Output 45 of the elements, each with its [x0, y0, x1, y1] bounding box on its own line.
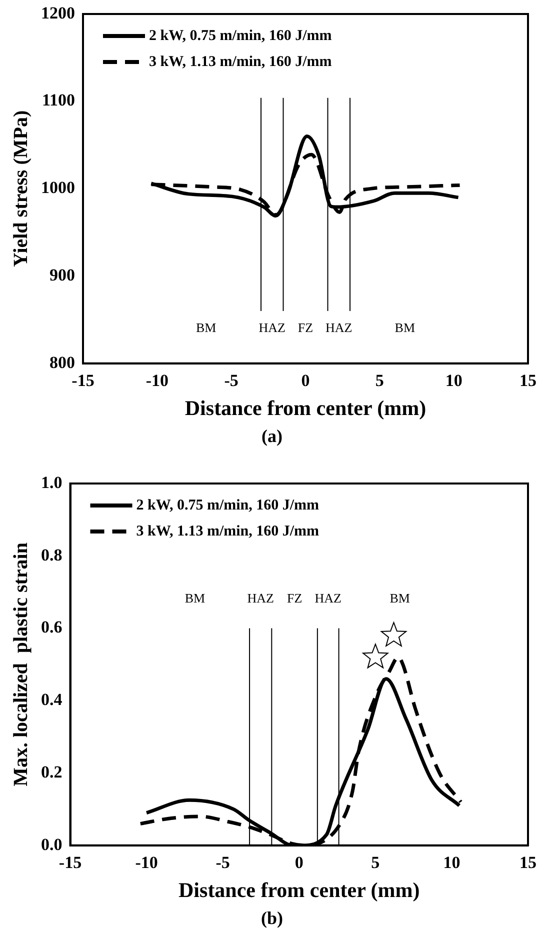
annotation: BM [394, 320, 416, 335]
y-tick-label: 1200 [41, 3, 75, 22]
x-tick-label: 5 [371, 852, 380, 872]
legend-label: 2 kW, 0.75 m/min, 160 J/mm [149, 28, 332, 44]
y-tick-label: 900 [50, 265, 75, 284]
text: (b) [260, 908, 284, 928]
x-tick-label: 0 [301, 370, 310, 390]
x-tick-label: 5 [375, 370, 384, 390]
x-tick-label: -10 [146, 370, 169, 390]
y-tick-label: 0.8 [41, 545, 62, 564]
x-tick-label: -10 [135, 852, 158, 872]
x-tick-label: -15 [58, 852, 82, 872]
x-tick-label: 10 [443, 852, 460, 872]
y-axis-title: Yield stress (MPa) [10, 110, 32, 268]
y-tick-label: 0.2 [41, 762, 62, 782]
annotation: BM [390, 590, 410, 606]
legend-label: 3 kW, 1.13 m/min, 160 J/mm [149, 54, 332, 70]
x-axis-title: Distance from center (mm) [184, 396, 426, 420]
annotation: FZ [298, 320, 314, 335]
x-tick-label: -5 [224, 370, 238, 390]
y-tick-label: 800 [50, 352, 75, 372]
annotation: HAZ [314, 590, 342, 606]
annotation: FZ [286, 590, 302, 606]
x-tick-label: 0 [294, 852, 304, 872]
y-tick-label: 0.0 [41, 834, 62, 854]
annotation: HAZ [326, 320, 352, 335]
x-axis-title: Distance from center (mm) [178, 878, 420, 902]
y-tick-label: 0.4 [41, 690, 63, 710]
legend-label: 3 kW, 1.13 m/min, 160 J/mm [136, 523, 320, 540]
y-axis-title: Max. localized plastic strain [10, 542, 32, 786]
annotation: HAZ [247, 590, 274, 606]
x-tick-label: -15 [72, 370, 94, 390]
x-tick-label: 15 [520, 852, 536, 872]
y-tick-label: 0.6 [41, 618, 62, 637]
y-tick-label: 1000 [41, 178, 75, 198]
annotation: BM [196, 320, 217, 335]
x-tick-label: 15 [520, 370, 536, 390]
x-tick-label: -5 [216, 852, 230, 872]
y-tick-label: 1100 [42, 90, 75, 110]
y-tick-label: 1.0 [41, 472, 62, 492]
annotation: HAZ [258, 320, 286, 335]
text: (a) [260, 426, 284, 446]
annotation: BM [184, 590, 206, 606]
x-tick-label: 10 [445, 370, 462, 390]
legend-label: 2 kW, 0.75 m/min, 160 J/mm [136, 497, 320, 514]
